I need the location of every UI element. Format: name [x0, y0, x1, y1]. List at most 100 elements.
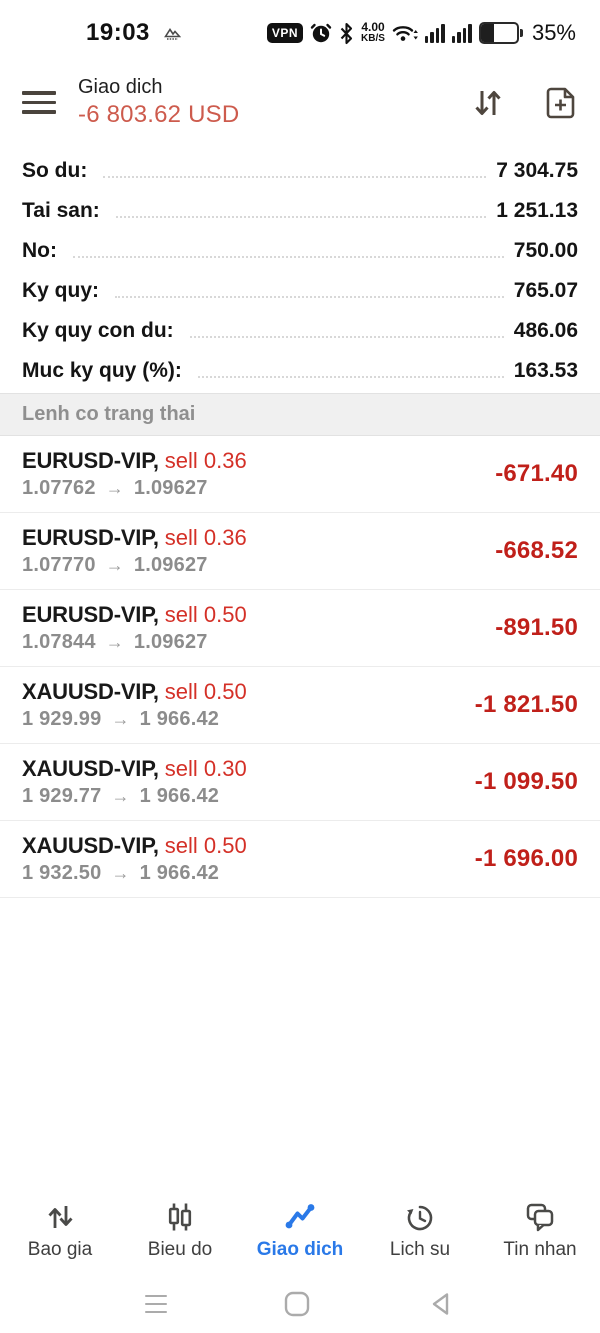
summary-row-free-margin: Ky quy con du: 486.06 [22, 311, 578, 351]
dotted-leader [103, 176, 487, 178]
price-arrow: → [105, 632, 124, 652]
position-row[interactable]: EURUSD-VIP, sell 0.36 1.07762 → 1.09627 -67… [0, 436, 600, 513]
summary-value: 486.06 [513, 319, 578, 342]
summary-value: 765.07 [513, 279, 578, 302]
summary-value: 163.53 [513, 359, 578, 382]
dotted-leader [189, 336, 504, 338]
battery-percent: 35% [531, 20, 576, 45]
summary-label: Tai san: [22, 199, 100, 222]
back-icon[interactable] [427, 1291, 455, 1317]
tab-quotes[interactable]: Bao gia [0, 1187, 120, 1275]
home-icon[interactable] [282, 1289, 312, 1319]
current-price: 1.09627 [133, 554, 208, 576]
wifi-icon [392, 22, 418, 44]
tab-label: Bao gia [27, 1239, 93, 1260]
position-symbol: XAUUSD-VIP, [22, 756, 159, 781]
tab-charts[interactable]: Bieu do [120, 1187, 240, 1275]
current-price: 1 966.42 [139, 708, 220, 730]
network-speed: 4.00 KB/S [361, 20, 385, 44]
position-symbol: EURUSD-VIP, [22, 525, 159, 550]
summary-row-margin: Ky quy: 765.07 [22, 271, 578, 311]
position-row[interactable]: EURUSD-VIP, sell 0.36 1.07770 → 1.09627 -66… [0, 513, 600, 590]
clock: 19:03 [86, 19, 150, 46]
notification-icon [163, 26, 181, 41]
bottom-navigation: Bao gia Bieu do Giao dich [0, 1187, 600, 1275]
header-floating-pl: -6 803.62 USD [78, 101, 240, 128]
position-side-volume: sell 0.36 [164, 448, 247, 473]
position-side-volume: sell 0.50 [164, 833, 247, 858]
app-header: Giao dich -6 803.62 USD [0, 60, 600, 145]
summary-value: 1 251.13 [496, 199, 578, 222]
dotted-leader [197, 376, 504, 378]
status-bar: 19:03 VPN 4.00 KB/S [0, 0, 600, 60]
open-price: 1.07770 [22, 554, 96, 576]
dotted-leader [115, 296, 504, 298]
position-profit: -891.50 [495, 614, 578, 641]
open-price: 1.07762 [22, 477, 96, 499]
current-price: 1.09627 [133, 477, 208, 499]
current-price: 1.09627 [133, 631, 208, 653]
position-symbol: XAUUSD-VIP, [22, 679, 159, 704]
position-side-volume: sell 0.30 [164, 756, 247, 781]
open-price: 1 932.50 [22, 862, 102, 884]
current-price: 1 966.42 [139, 862, 220, 884]
tab-history[interactable]: Lich su [360, 1187, 480, 1275]
position-row[interactable]: XAUUSD-VIP, sell 0.50 1 932.50 → 1 966.42 -… [0, 821, 600, 898]
section-title: Lenh co trang thai [22, 403, 196, 425]
summary-value: 750.00 [513, 239, 578, 262]
position-profit: -671.40 [495, 460, 578, 487]
position-symbol: EURUSD-VIP, [22, 448, 159, 473]
position-side-volume: sell 0.50 [164, 679, 247, 704]
summary-label: Muc ky quy (%): [22, 359, 182, 382]
summary-row-balance: So du: 7 304.75 [22, 151, 578, 191]
dotted-leader [73, 256, 504, 258]
price-arrow: → [105, 555, 124, 575]
candlestick-chart-icon [164, 1201, 196, 1233]
android-navigation-bar [0, 1275, 600, 1333]
vpn-badge: VPN [266, 23, 304, 43]
position-profit: -1 821.50 [474, 691, 578, 718]
position-side-volume: sell 0.36 [164, 525, 247, 550]
summary-label: No: [22, 239, 57, 262]
summary-label: Ky quy con du: [22, 319, 174, 342]
summary-row-equity: Tai san: 1 251.13 [22, 191, 578, 231]
position-profit: -1 099.50 [474, 768, 578, 795]
new-order-icon[interactable] [544, 85, 578, 121]
position-row[interactable]: XAUUSD-VIP, sell 0.30 1 929.77 → 1 966.42 -… [0, 744, 600, 821]
account-summary: So du: 7 304.75 Tai san: 1 251.13 No: 75… [0, 145, 600, 393]
open-price: 1 929.77 [22, 785, 102, 807]
trade-trend-icon [283, 1201, 317, 1233]
recents-icon[interactable] [145, 1295, 167, 1313]
open-price: 1 929.99 [22, 708, 102, 730]
tab-label: Bieu do [147, 1239, 213, 1260]
summary-value: 7 304.75 [496, 159, 578, 182]
open-price: 1.07844 [22, 631, 96, 653]
dotted-leader [115, 216, 487, 218]
tab-trade-active[interactable]: Giao dich [240, 1187, 360, 1275]
position-row[interactable]: EURUSD-VIP, sell 0.50 1.07844 → 1.09627 -89… [0, 590, 600, 667]
alarm-icon [310, 22, 332, 44]
summary-label: So du: [22, 159, 88, 182]
position-row[interactable]: XAUUSD-VIP, sell 0.50 1 929.99 → 1 966.42 -… [0, 667, 600, 744]
page-title: Giao dich [78, 76, 163, 98]
price-arrow: → [105, 478, 124, 498]
price-arrow: → [111, 709, 130, 729]
position-symbol: EURUSD-VIP, [22, 602, 159, 627]
price-arrow: → [111, 786, 130, 806]
status-icons: VPN 4.00 KB/S [266, 20, 576, 46]
position-profit: -668.52 [495, 537, 578, 564]
chat-bubbles-icon [523, 1201, 557, 1233]
sort-icon[interactable] [470, 85, 506, 121]
price-arrow: → [111, 863, 130, 883]
position-symbol: XAUUSD-VIP, [22, 833, 159, 858]
tab-label: Giao dich [256, 1239, 344, 1260]
tab-messages[interactable]: Tin nhan [480, 1187, 600, 1275]
battery-icon [478, 22, 523, 44]
tab-label: Tin nhan [503, 1239, 577, 1260]
history-clock-icon [404, 1201, 436, 1233]
signal-bars-icon-2 [451, 23, 472, 43]
tab-label: Lich su [389, 1239, 451, 1260]
hamburger-menu-icon[interactable] [22, 91, 56, 114]
signal-bars-icon [424, 23, 445, 43]
summary-row-credit: No: 750.00 [22, 231, 578, 271]
